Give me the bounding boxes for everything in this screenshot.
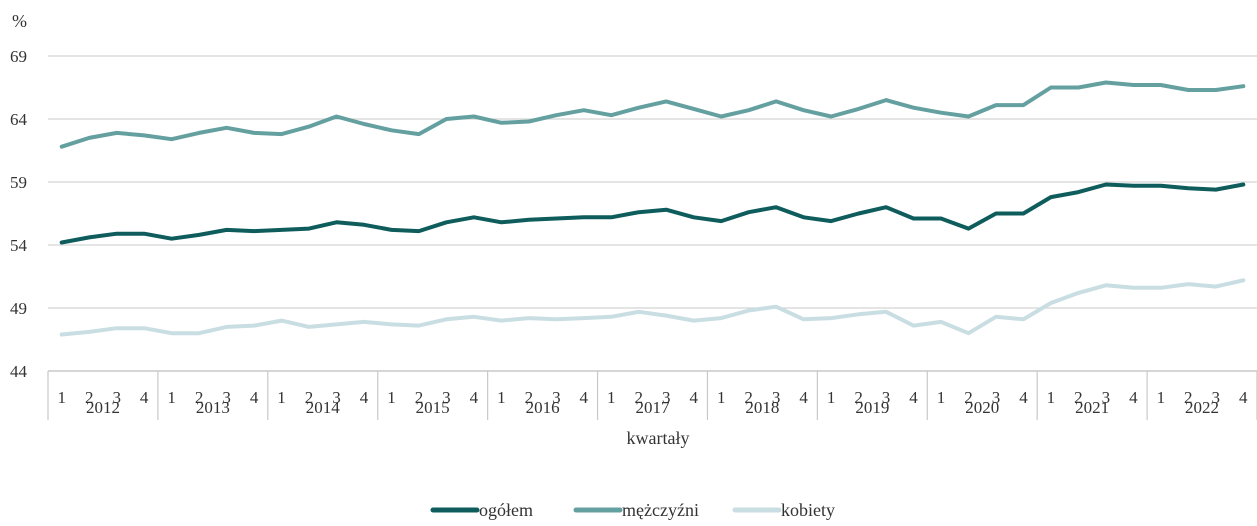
x-tick-label: 4 xyxy=(140,388,149,407)
x-tick-label: 2 xyxy=(854,388,863,407)
year-label: 2022 xyxy=(1185,398,1219,417)
x-tick-label: 3 xyxy=(332,388,341,407)
x-tick-label: 4 xyxy=(470,388,479,407)
x-tick-label: 4 xyxy=(1019,388,1028,407)
year-label: 2015 xyxy=(416,398,450,417)
y-tick-label: 59 xyxy=(10,173,27,192)
legend-label: kobiety xyxy=(781,500,835,520)
legend: ogółem mężczyźni kobiety xyxy=(430,500,835,520)
year-label: 2016 xyxy=(526,398,560,417)
x-tick-label: 1 xyxy=(57,388,66,407)
series-line xyxy=(59,182,1246,245)
x-tick-label: 2 xyxy=(964,388,973,407)
year-label: 2012 xyxy=(86,398,120,417)
x-tick-label: 4 xyxy=(580,388,589,407)
year-label: 2019 xyxy=(855,398,889,417)
x-tick-label: 3 xyxy=(772,388,781,407)
y-tick-label: 44 xyxy=(10,362,28,381)
x-tick-label: 3 xyxy=(1102,388,1111,407)
y-tick-label: 49 xyxy=(10,299,27,318)
x-tick-label: 1 xyxy=(827,388,836,407)
x-tick-label: 2 xyxy=(195,388,204,407)
y-tick-label: 69 xyxy=(10,47,27,66)
x-tick-label: 2 xyxy=(415,388,424,407)
x-tick-label: 1 xyxy=(387,388,396,407)
x-tick-label: 1 xyxy=(167,388,176,407)
x-tick-label: 2 xyxy=(1184,388,1193,407)
x-tick-label: 2 xyxy=(525,388,534,407)
x-tick-label: 1 xyxy=(1157,388,1166,407)
x-tick-label: 3 xyxy=(112,388,121,407)
x-tick-label: 4 xyxy=(1129,388,1138,407)
y-axis-label: % xyxy=(12,11,27,31)
series-line xyxy=(59,80,1246,149)
x-tick-label: 4 xyxy=(909,388,918,407)
x-tick-label: 1 xyxy=(937,388,946,407)
series-line xyxy=(59,278,1246,337)
gridlines xyxy=(48,55,1257,372)
x-tick-label: 3 xyxy=(992,388,1001,407)
x-tick-label: 3 xyxy=(552,388,561,407)
year-label: 2014 xyxy=(306,398,341,417)
series-lines xyxy=(59,80,1246,337)
x-tick-label: 2 xyxy=(744,388,753,407)
legend-label: mężczyźni xyxy=(622,500,699,520)
x-tick-label: 1 xyxy=(1047,388,1056,407)
x-tick-label: 2 xyxy=(635,388,644,407)
y-tick-label: 54 xyxy=(10,236,28,255)
x-tick-label: 1 xyxy=(607,388,616,407)
x-tick-label: 2 xyxy=(305,388,314,407)
x-tick-label: 4 xyxy=(360,388,369,407)
year-label: 2021 xyxy=(1075,398,1109,417)
x-tick-label: 3 xyxy=(882,388,891,407)
x-axis-label: kwartały xyxy=(627,428,690,448)
x-tick-label: 3 xyxy=(662,388,671,407)
year-label: 2018 xyxy=(745,398,779,417)
x-tick-label: 4 xyxy=(1239,388,1248,407)
year-label: 2020 xyxy=(965,398,999,417)
x-tick-label: 3 xyxy=(222,388,231,407)
x-tick-label: 2 xyxy=(85,388,94,407)
year-label: 2013 xyxy=(196,398,230,417)
year-label: 2017 xyxy=(636,398,671,417)
y-axis: 44 49 54 59 64 69 xyxy=(10,47,28,381)
x-tick-label: 4 xyxy=(799,388,808,407)
y-tick-label: 64 xyxy=(10,110,28,129)
x-tick-label: 4 xyxy=(689,388,698,407)
legend-label: ogółem xyxy=(479,500,533,520)
x-tick-label: 2 xyxy=(1074,388,1083,407)
x-tick-label: 1 xyxy=(277,388,286,407)
x-tick-label: 4 xyxy=(250,388,259,407)
x-tick-label: 1 xyxy=(497,388,506,407)
x-tick-label: 3 xyxy=(442,388,451,407)
x-tick-label: 1 xyxy=(717,388,726,407)
x-tick-label: 3 xyxy=(1212,388,1221,407)
